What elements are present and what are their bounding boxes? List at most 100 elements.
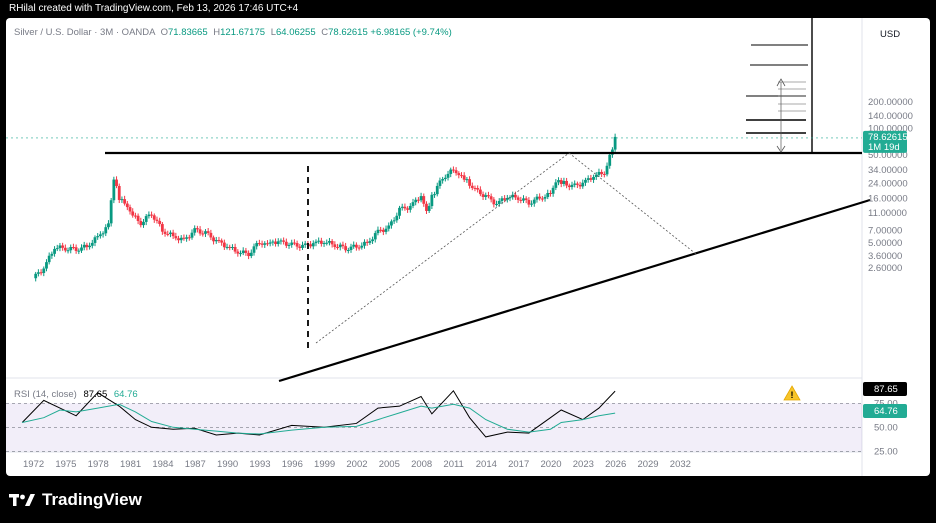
candle-up — [328, 237, 331, 246]
candle-body — [597, 171, 601, 175]
candle-body — [125, 203, 129, 208]
candle-down — [131, 208, 135, 218]
candle-body — [594, 174, 598, 177]
candle-body — [460, 175, 463, 177]
candle-up — [408, 203, 412, 213]
candle-body — [519, 199, 523, 201]
candle-body — [457, 173, 461, 176]
candle-body — [55, 248, 59, 250]
candle-down — [166, 230, 170, 237]
candle-body — [330, 241, 334, 245]
candle-body — [419, 196, 423, 201]
candle-body — [185, 237, 189, 239]
candle-body — [516, 197, 520, 200]
candle-body — [427, 206, 431, 211]
time-axis-tick: 1993 — [249, 459, 270, 470]
tradingview-brand[interactable]: TradingView — [9, 490, 142, 510]
chart-panel[interactable]: USD 200.00000 140.00000 100.00000 50.00000 34… — [6, 18, 930, 476]
candle-body — [276, 241, 280, 245]
rsi-axis-tick: 75.00 — [874, 398, 898, 409]
candle-down — [198, 226, 202, 236]
candle-body — [217, 240, 221, 242]
candle-up — [107, 220, 110, 230]
candle-body — [166, 233, 170, 235]
candle-down — [309, 241, 312, 249]
candle-down — [452, 166, 455, 173]
candle-body — [77, 250, 81, 252]
candle-up — [584, 177, 587, 186]
candle-up — [400, 203, 404, 211]
candle-body — [538, 196, 542, 199]
candle-body — [107, 223, 110, 228]
candle-body — [82, 244, 86, 248]
candle-body — [581, 182, 585, 187]
candle-body — [384, 228, 388, 232]
price-axis-tick: 140.00000 — [868, 111, 913, 122]
candle-up — [231, 244, 234, 250]
candle-down — [524, 196, 528, 204]
rsi-axis-tick: 50.00 — [874, 422, 898, 433]
candle-down — [174, 232, 178, 241]
time-axis-tick: 2026 — [605, 459, 626, 470]
candle-up — [398, 205, 401, 219]
candle-down — [357, 244, 361, 251]
candle-body — [239, 253, 242, 255]
candle-down — [355, 242, 358, 251]
candle-up — [325, 239, 329, 246]
candle-up — [101, 231, 105, 238]
candle-down — [195, 225, 199, 233]
candle-body — [392, 220, 396, 222]
candle-down — [115, 176, 118, 189]
candle-body — [495, 203, 498, 205]
candle-body — [268, 242, 272, 244]
time-axis-tick: 2023 — [573, 459, 594, 470]
time-axis-tick: 1972 — [23, 459, 44, 470]
candle-body — [152, 215, 156, 220]
candle-up — [495, 200, 498, 207]
candle-up — [179, 235, 183, 244]
candle-body — [136, 215, 140, 222]
candle-body — [608, 154, 612, 166]
candle-down — [319, 237, 323, 247]
candle-up — [88, 242, 91, 250]
candle-body — [298, 246, 302, 248]
candle-body — [368, 241, 372, 243]
symbol-name[interactable]: Silver / U.S. Dollar · 3M · OANDA — [14, 27, 155, 38]
candle-up — [249, 249, 253, 259]
candle-body — [301, 244, 304, 248]
rsi-label[interactable]: RSI (14, close) — [14, 389, 77, 400]
candle-body — [355, 244, 358, 248]
candle-up — [225, 243, 229, 250]
time-axis-tick: 1999 — [314, 459, 335, 470]
candle-body — [85, 244, 89, 248]
candle-down — [468, 176, 471, 189]
candle-body — [319, 240, 323, 244]
rsi-value: 87.65 — [83, 389, 108, 400]
candle-up — [392, 217, 396, 224]
price-chart[interactable]: USD 200.00000 140.00000 100.00000 50.00000 34… — [6, 18, 930, 476]
candle-body — [602, 173, 606, 175]
candle-body — [341, 244, 345, 247]
author-line: RHilal created with TradingView.com, Feb… — [9, 3, 299, 14]
candle-body — [411, 202, 415, 206]
low-value: 64.06255 — [275, 27, 316, 38]
candle-body — [508, 197, 512, 199]
candle-body — [352, 244, 356, 247]
candle-body — [101, 233, 105, 235]
candle-body — [559, 180, 563, 184]
candle-down — [212, 235, 215, 245]
candle-down — [123, 195, 127, 206]
candle-down — [182, 234, 186, 241]
candle-down — [222, 239, 226, 250]
candle-down — [152, 213, 156, 223]
candle-down — [462, 172, 466, 183]
candle-up — [311, 240, 315, 250]
candle-body — [187, 237, 191, 239]
candle-up — [55, 244, 59, 252]
candle-up — [263, 241, 267, 248]
candle-body — [346, 250, 350, 252]
candle-body — [403, 206, 407, 209]
candle-body — [584, 179, 587, 183]
candle-up — [427, 202, 431, 214]
candle-body — [462, 175, 466, 180]
